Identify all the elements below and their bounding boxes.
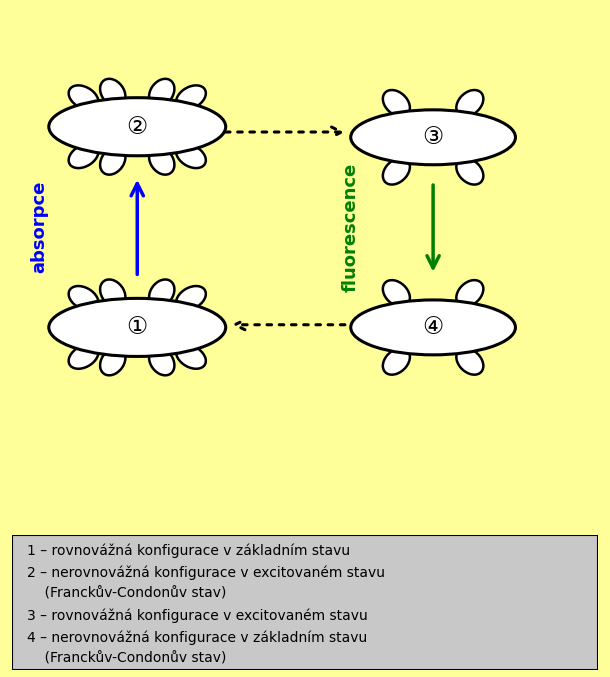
Ellipse shape bbox=[176, 144, 206, 168]
Ellipse shape bbox=[69, 345, 98, 369]
Ellipse shape bbox=[351, 110, 515, 165]
Ellipse shape bbox=[149, 348, 174, 375]
Text: 3 – rovnovážná konfigurace v excitovaném stavu: 3 – rovnovážná konfigurace v excitovaném… bbox=[27, 609, 368, 624]
Ellipse shape bbox=[176, 286, 206, 310]
Ellipse shape bbox=[383, 348, 410, 374]
Ellipse shape bbox=[100, 147, 126, 175]
Ellipse shape bbox=[149, 79, 174, 106]
Ellipse shape bbox=[69, 286, 98, 310]
Ellipse shape bbox=[456, 158, 483, 185]
Ellipse shape bbox=[383, 90, 410, 116]
Text: absorpce: absorpce bbox=[30, 181, 49, 274]
Ellipse shape bbox=[49, 299, 226, 356]
Ellipse shape bbox=[456, 90, 483, 116]
Text: ①: ① bbox=[127, 315, 148, 339]
Text: ②: ② bbox=[127, 114, 148, 139]
Ellipse shape bbox=[456, 280, 483, 307]
Ellipse shape bbox=[69, 85, 98, 110]
Ellipse shape bbox=[149, 147, 174, 175]
Ellipse shape bbox=[100, 348, 126, 375]
Text: fluorescence: fluorescence bbox=[342, 162, 360, 292]
Ellipse shape bbox=[351, 300, 515, 355]
Ellipse shape bbox=[69, 144, 98, 168]
Ellipse shape bbox=[383, 158, 410, 185]
Ellipse shape bbox=[176, 345, 206, 369]
Ellipse shape bbox=[100, 79, 126, 106]
Text: ③: ③ bbox=[423, 125, 443, 150]
Ellipse shape bbox=[100, 280, 126, 307]
Ellipse shape bbox=[176, 85, 206, 110]
Ellipse shape bbox=[49, 97, 226, 156]
Ellipse shape bbox=[456, 348, 483, 374]
Text: 2 – nerovnovážná konfigurace v excitovaném stavu: 2 – nerovnovážná konfigurace v excitovan… bbox=[27, 565, 385, 580]
Text: 1 – rovnovážná konfigurace v základním stavu: 1 – rovnovážná konfigurace v základním s… bbox=[27, 544, 350, 559]
Text: (Franckův-Condonův stav): (Franckův-Condonův stav) bbox=[27, 651, 226, 665]
Text: ④: ④ bbox=[423, 315, 443, 339]
Ellipse shape bbox=[149, 280, 174, 307]
Text: (Franckův-Condonův stav): (Franckův-Condonův stav) bbox=[27, 586, 226, 600]
Ellipse shape bbox=[383, 280, 410, 307]
Text: 4 – nerovnovážná konfigurace v základním stavu: 4 – nerovnovážná konfigurace v základním… bbox=[27, 630, 367, 645]
